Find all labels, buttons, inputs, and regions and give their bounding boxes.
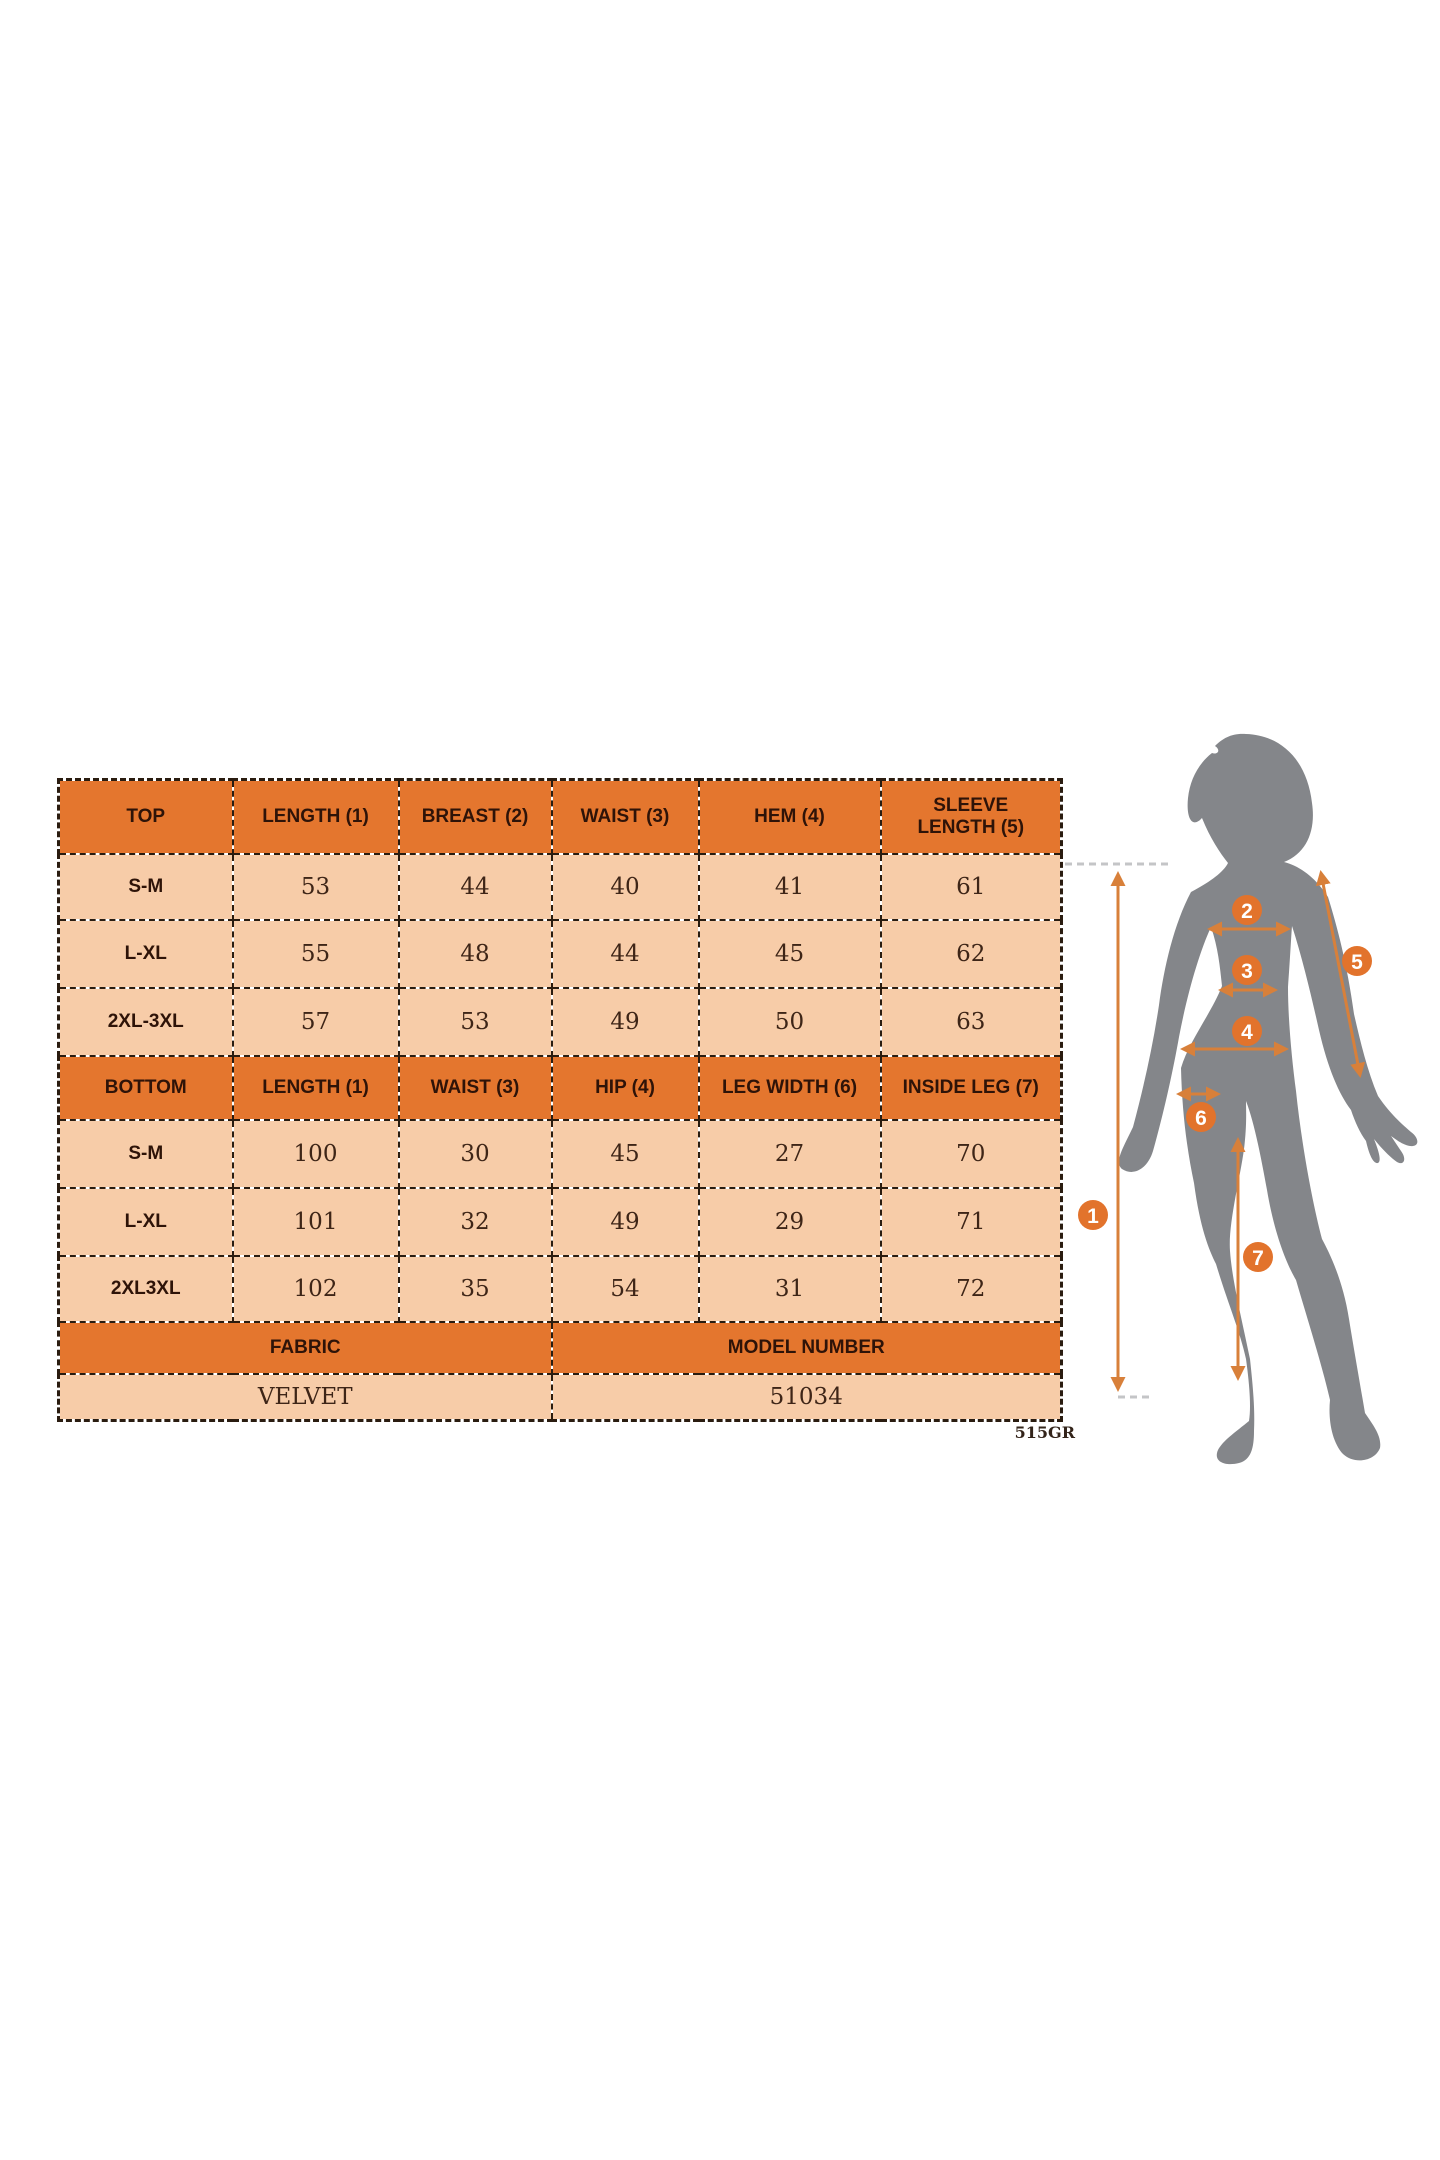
col-length-bottom: LENGTH (1) (231, 1054, 400, 1121)
cell-value: 50 (697, 986, 882, 1057)
col-leg-width: LEG WIDTH (6) (697, 1054, 882, 1121)
cell-value: 27 (697, 1118, 882, 1189)
model-number-label: MODEL NUMBER (550, 1320, 1063, 1375)
fabric-header-row: FABRIC MODEL NUMBER (57, 1320, 1063, 1375)
cell-value: 53 (231, 852, 400, 921)
size-table: TOP LENGTH (1) BREAST (2) WAIST (3) HEM … (57, 778, 1063, 1422)
svg-text:3: 3 (1241, 960, 1253, 983)
measure-5-badge: 5 (1342, 946, 1372, 976)
bottom-section-label: BOTTOM (57, 1054, 234, 1121)
cell-value: 70 (879, 1118, 1063, 1189)
cell-value: 49 (550, 1186, 700, 1257)
cell-value: 45 (550, 1118, 700, 1189)
cell-value: 35 (397, 1254, 553, 1323)
bottom-header-row: BOTTOM LENGTH (1) WAIST (3) HIP (4) LEG … (57, 1054, 1063, 1121)
cell-value: 31 (697, 1254, 882, 1323)
measure-4-badge: 4 (1232, 1016, 1262, 1046)
cell-value: 53 (397, 986, 553, 1057)
col-waist-top: WAIST (3) (550, 778, 700, 855)
cell-value: 102 (231, 1254, 400, 1323)
cell-value: 45 (697, 918, 882, 989)
table-row: 2XL-3XL 57 53 49 50 63 (57, 986, 1063, 1057)
size-label: S-M (57, 852, 234, 921)
style-code: 515GR (1014, 1423, 1075, 1442)
cell-value: 40 (550, 852, 700, 921)
fabric-value-row: VELVET 51034 (57, 1372, 1063, 1422)
svg-text:5: 5 (1351, 951, 1363, 974)
cell-value: 54 (550, 1254, 700, 1323)
cell-value: 44 (550, 918, 700, 989)
size-label: L-XL (57, 918, 234, 989)
cell-value: 55 (231, 918, 400, 989)
measurement-figure: 1 2 3 4 5 6 7 (1065, 733, 1418, 1465)
fabric-value: VELVET (57, 1372, 553, 1422)
cell-value: 100 (231, 1118, 400, 1189)
cell-value: 48 (397, 918, 553, 989)
top-section-label: TOP (57, 778, 234, 855)
col-inside-leg: INSIDE LEG (7) (879, 1054, 1063, 1121)
col-length-top: LENGTH (1) (231, 778, 400, 855)
col-hip: HIP (4) (550, 1054, 700, 1121)
svg-text:6: 6 (1195, 1107, 1207, 1130)
cell-value: 72 (879, 1254, 1063, 1323)
col-sleeve-length: SLEEVE LENGTH (5) (879, 778, 1063, 855)
size-label: L-XL (57, 1186, 234, 1257)
table-row: S-M 100 30 45 27 70 (57, 1118, 1063, 1189)
cell-value: 57 (231, 986, 400, 1057)
size-label: 2XL-3XL (57, 986, 234, 1057)
svg-text:1: 1 (1087, 1205, 1099, 1228)
cell-value: 30 (397, 1118, 553, 1189)
cell-value: 71 (879, 1186, 1063, 1257)
table-row: S-M 53 44 40 41 61 (57, 852, 1063, 921)
cell-value: 32 (397, 1186, 553, 1257)
col-breast: BREAST (2) (397, 778, 553, 855)
cell-value: 61 (879, 852, 1063, 921)
cell-value: 63 (879, 986, 1063, 1057)
table-row: L-XL 101 32 49 29 71 (57, 1186, 1063, 1257)
svg-text:4: 4 (1241, 1021, 1253, 1044)
woman-silhouette (1118, 733, 1418, 1465)
svg-text:2: 2 (1241, 900, 1253, 923)
top-header-row: TOP LENGTH (1) BREAST (2) WAIST (3) HEM … (57, 778, 1063, 855)
cell-value: 101 (231, 1186, 400, 1257)
table-row: L-XL 55 48 44 45 62 (57, 918, 1063, 989)
measure-2-badge: 2 (1232, 895, 1262, 925)
col-waist-bottom: WAIST (3) (397, 1054, 553, 1121)
cell-value: 44 (397, 852, 553, 921)
table-row: 2XL3XL 102 35 54 31 72 (57, 1254, 1063, 1323)
cell-value: 41 (697, 852, 882, 921)
measure-6-badge: 6 (1186, 1102, 1216, 1132)
measure-7-badge: 7 (1243, 1242, 1273, 1272)
measure-arrow-5-sleeve (1315, 870, 1366, 1078)
col-hem: HEM (4) (697, 778, 882, 855)
svg-text:7: 7 (1252, 1247, 1264, 1270)
model-number-value: 51034 (550, 1372, 1063, 1422)
cell-value: 29 (697, 1186, 882, 1257)
measure-3-badge: 3 (1232, 955, 1262, 985)
fabric-label: FABRIC (57, 1320, 553, 1375)
size-label: 2XL3XL (57, 1254, 234, 1323)
measure-1-badge: 1 (1078, 1200, 1108, 1230)
cell-value: 62 (879, 918, 1063, 989)
size-label: S-M (57, 1118, 234, 1189)
cell-value: 49 (550, 986, 700, 1057)
